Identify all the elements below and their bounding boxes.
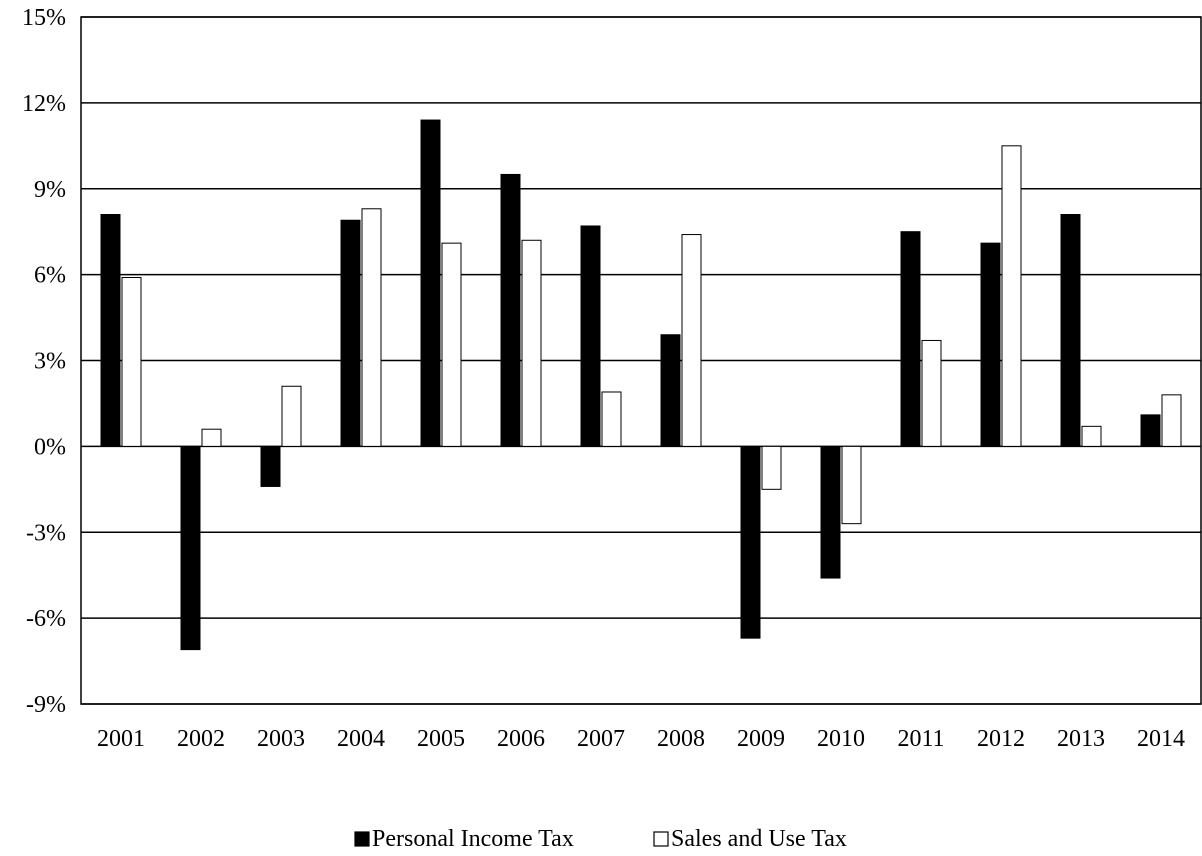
x-tick-label: 2006 [497,726,545,752]
x-tick-label: 2009 [737,726,785,752]
personal-income-tax-bar-2002 [180,445,201,651]
personal-income-tax-bar-2009 [740,445,761,639]
y-tick-label: -3% [26,520,66,546]
x-tick-label: 2011 [897,726,944,752]
legend-swatch [354,831,370,847]
sales-and-use-tax-bar-2010 [841,445,862,525]
x-tick-label: 2008 [657,726,705,752]
x-tick-label: 2005 [417,726,465,752]
personal-income-tax-bar-2012 [980,242,1001,447]
y-tick-label: -6% [26,606,66,632]
sales-and-use-tax-bar-2009 [761,445,782,490]
personal-income-tax-bar-2011 [900,231,921,447]
personal-income-tax-bar-2007 [580,225,601,447]
bars [100,119,1182,651]
sales-and-use-tax-bar-2012 [1001,145,1022,447]
personal-income-tax-bar-2014 [1140,414,1161,447]
sales-and-use-tax-bar-2001 [121,276,142,447]
legend-label: Personal Income Tax [372,826,574,852]
x-tick-label: 2010 [817,726,865,752]
x-tick-label: 2012 [977,726,1025,752]
x-tick-label: 2007 [577,726,625,752]
personal-income-tax-bar-2005 [420,119,441,447]
sales-and-use-tax-bar-2002 [201,428,222,447]
personal-income-tax-bar-2003 [260,445,281,487]
y-tick-label: 15% [22,5,66,31]
legend-swatch [653,831,669,847]
x-tick-label: 2004 [337,726,385,752]
y-tick-label: -9% [26,692,66,718]
y-tick-label: 12% [22,91,66,117]
legend-label: Sales and Use Tax [671,826,847,852]
plot-frame [80,16,1202,705]
personal-income-tax-bar-2006 [500,173,521,447]
x-tick-label: 2013 [1057,726,1105,752]
personal-income-tax-bar-2013 [1060,214,1081,447]
personal-income-tax-bar-2004 [340,219,361,447]
sales-and-use-tax-bar-2003 [281,385,302,447]
y-tick-label: 6% [34,263,66,289]
y-tick-label: 9% [34,177,66,203]
x-axis-ticks: 2001 2002 2003 2004 2005 2006 2007 2008 2009 2010… [97,726,1185,752]
sales-and-use-tax-bar-2006 [521,239,542,447]
y-tick-label: 0% [34,434,66,460]
y-tick-label: 3% [34,349,66,375]
personal-income-tax-bar-2001 [100,214,121,447]
sales-and-use-tax-bar-2013 [1081,425,1102,447]
x-tick-label: 2001 [97,726,145,752]
sales-and-use-tax-bar-2004 [361,208,382,447]
x-tick-label: 2014 [1137,726,1185,752]
sales-and-use-tax-bar-2014 [1161,394,1182,447]
sales-and-use-tax-bar-2008 [681,234,702,447]
x-tick-label: 2003 [257,726,305,752]
x-tick-label: 2002 [177,726,225,752]
sales-and-use-tax-bar-2011 [921,339,942,447]
sales-and-use-tax-bar-2007 [601,391,622,447]
sales-and-use-tax-bar-2005 [441,242,462,447]
y-axis-ticks: -9% -6% -3% 0% 3% 6% 9% 12% 15% [22,5,66,718]
legend: Personal Income Tax Sales and Use Tax [354,826,847,852]
personal-income-tax-bar-2008 [660,334,681,447]
grid-lines [81,16,1201,705]
personal-income-tax-bar-2010 [820,445,841,579]
